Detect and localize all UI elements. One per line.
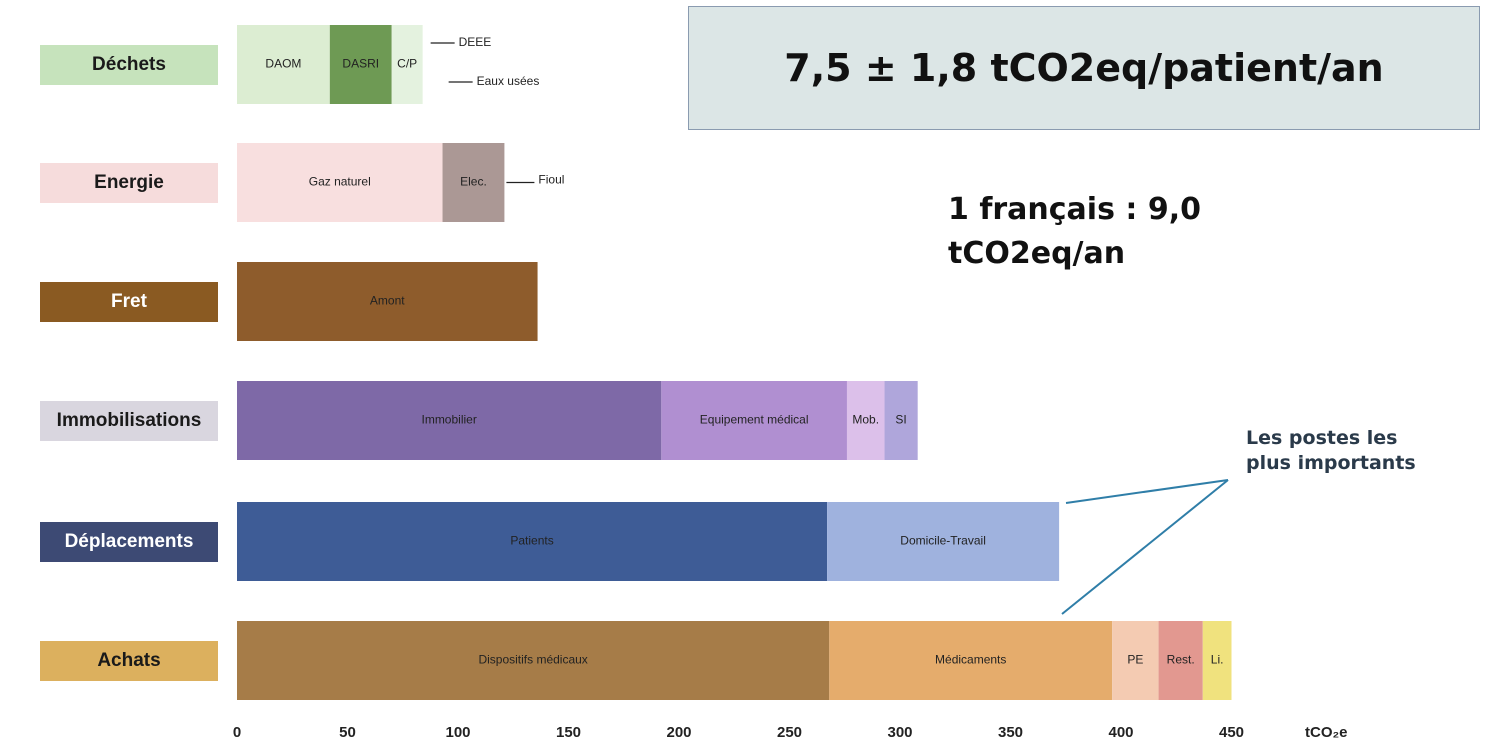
x-tick-label: 100	[445, 724, 470, 741]
bar-segment	[237, 502, 828, 581]
category-label-text: Energie	[94, 171, 164, 193]
category-label-text: Déchets	[92, 53, 166, 75]
category-label-text: Déplacements	[64, 530, 194, 552]
x-tick-label: 450	[1219, 724, 1244, 741]
x-tick-label: 350	[998, 724, 1023, 741]
bar-segment	[1112, 621, 1159, 700]
segment-label: Immobilier	[421, 413, 476, 427]
headline-box: 7,5 ± 1,8 tCO2eq/patient/an	[688, 6, 1480, 130]
x-tick-label: 50	[339, 724, 356, 741]
bar-segment	[1158, 621, 1203, 700]
category-label: Déplacements	[40, 521, 218, 562]
bar-segment	[1202, 621, 1232, 700]
x-tick-label: 0	[233, 724, 241, 741]
segment-label: C/P	[397, 57, 417, 71]
bar-segment	[846, 381, 885, 460]
reference-line-1: 1 français : 9,0	[948, 192, 1201, 227]
annotation-leader-line	[1065, 479, 1229, 504]
annotation-text: Les postes les plus importants	[1246, 426, 1486, 475]
callout-label: DEEE	[459, 35, 492, 49]
x-tick-label: 150	[556, 724, 581, 741]
segment-label: Gaz naturel	[309, 175, 371, 189]
category-label-text: Fret	[111, 290, 147, 312]
bar-segment	[661, 381, 847, 460]
bar-segment	[237, 262, 538, 341]
segment-label: SI	[895, 413, 906, 427]
segment-label: Dispositifs médicaux	[478, 653, 587, 667]
annotation-leader-line	[1061, 479, 1229, 615]
category-label: Achats	[40, 640, 218, 681]
annotation-line-2: plus importants	[1246, 451, 1416, 474]
category-label: Immobilisations	[40, 400, 218, 441]
callout-label: Fioul	[538, 173, 564, 187]
bar-segment	[884, 381, 918, 460]
x-tick-label: 250	[777, 724, 802, 741]
category-label-text: Achats	[97, 649, 161, 671]
category-label: Energie	[40, 162, 218, 203]
segment-label: Domicile-Travail	[900, 534, 986, 548]
bar-segment	[237, 621, 830, 700]
bar-segment	[237, 143, 443, 222]
category-label: Déchets	[40, 44, 218, 85]
segment-label: Médicaments	[935, 653, 1006, 667]
headline-text: 7,5 ± 1,8 tCO2eq/patient/an	[784, 46, 1384, 90]
reference-text: 1 français : 9,0 tCO2eq/an	[948, 188, 1268, 275]
x-tick-label: 400	[1108, 724, 1133, 741]
reference-line-2: tCO2eq/an	[948, 235, 1126, 271]
segment-label: DAOM	[265, 57, 301, 71]
x-tick-label: 200	[666, 724, 691, 741]
bar-segment	[237, 381, 662, 460]
segment-label: Patients	[510, 534, 553, 548]
segment-label: Mob.	[852, 413, 879, 427]
bar-segment	[827, 502, 1060, 581]
callout-label: Eaux usées	[477, 74, 540, 88]
segment-label: Amont	[370, 294, 405, 308]
annotation-line-1: Les postes les	[1246, 427, 1398, 449]
bar-segment	[442, 143, 505, 222]
bar-segment	[329, 25, 392, 104]
bar-segment	[829, 621, 1113, 700]
category-label-text: Immobilisations	[56, 409, 202, 431]
bar-segment	[391, 25, 423, 104]
segment-label: DASRI	[342, 57, 379, 71]
category-label: Fret	[40, 281, 218, 322]
segment-label: Elec.	[460, 175, 487, 189]
segment-label: Equipement médical	[700, 413, 809, 427]
segment-label: Rest.	[1167, 653, 1195, 667]
x-unit-label: tCO₂e	[1305, 724, 1348, 741]
segment-label: Li.	[1211, 653, 1224, 667]
segment-label: PE	[1127, 653, 1143, 667]
x-tick-label: 300	[887, 724, 912, 741]
bar-segment	[237, 25, 330, 104]
